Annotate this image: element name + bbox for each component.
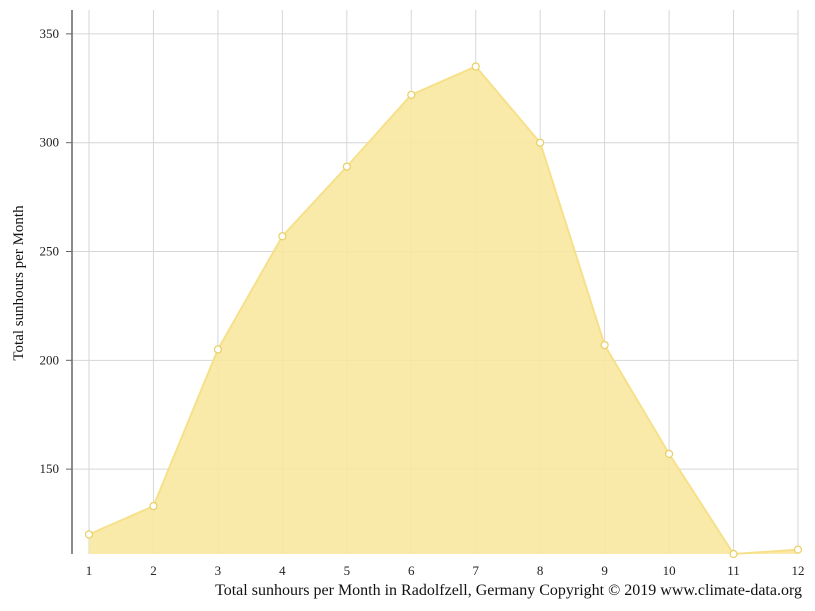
y-tick-label: 300 <box>40 135 60 150</box>
data-point <box>471 62 480 71</box>
x-tick-label: 8 <box>537 563 544 578</box>
axes <box>66 10 73 554</box>
x-tick-label: 3 <box>215 563 222 578</box>
data-point <box>278 232 287 241</box>
series-line <box>88 65 799 556</box>
data-point <box>149 502 158 511</box>
y-tick-label: 250 <box>40 244 60 259</box>
area-fill <box>89 66 798 554</box>
y-tick-label: 200 <box>40 352 60 367</box>
x-tick-label: 6 <box>408 563 415 578</box>
data-point <box>729 549 738 559</box>
data-markers <box>84 62 803 559</box>
x-tick-label: 10 <box>663 563 676 578</box>
y-tick-label: 350 <box>40 26 60 41</box>
data-point <box>793 545 803 554</box>
chart-caption: Total sunhours per Month in Radolfzell, … <box>215 582 802 599</box>
data-point <box>407 90 416 99</box>
data-point <box>213 345 223 354</box>
data-point <box>536 138 545 147</box>
x-tick-label: 11 <box>727 563 740 578</box>
x-tick-label: 1 <box>86 563 93 578</box>
x-tick-label: 12 <box>792 563 805 578</box>
data-point <box>342 162 351 171</box>
x-tick-label: 5 <box>344 563 351 578</box>
x-tick-label: 9 <box>601 563 608 578</box>
data-point <box>600 340 609 350</box>
x-tick-label: 2 <box>150 563 157 578</box>
y-tick-label: 150 <box>40 461 60 476</box>
x-tick-label: 4 <box>279 563 286 578</box>
plot-area <box>88 65 799 556</box>
y-axis-title: Total sunhours per Month <box>11 205 27 361</box>
x-tick-label: 7 <box>472 563 479 578</box>
data-point <box>664 449 674 458</box>
data-point <box>84 530 94 539</box>
